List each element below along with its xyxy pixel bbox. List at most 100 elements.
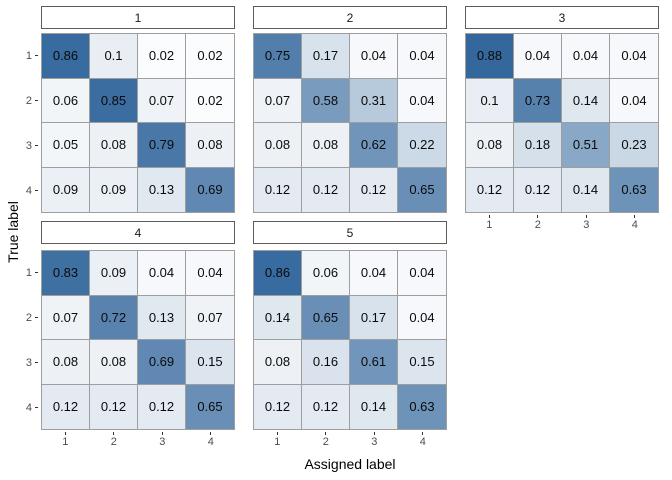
matrix-cell: 0.75 [254,34,302,79]
y-tick: 1 [17,33,38,78]
y-tick-mark [35,145,38,146]
x-tick: 3 [562,215,611,231]
x-tick-mark [585,215,587,218]
matrix-cell: 0.12 [302,384,350,429]
matrix-cell: 0.58 [302,78,350,123]
x-tick-label: 1 [62,436,69,448]
matrix-cell: 0.06 [302,251,350,296]
matrix-cell: 0.23 [610,123,658,168]
y-tick-mark [35,190,38,191]
x-tick: 4 [611,215,660,231]
matrix-cell: 0.04 [398,295,446,340]
matrix-cell: 0.17 [350,295,398,340]
matrix-cell: 0.63 [398,384,446,429]
x-tick-label: 2 [534,219,541,231]
matrix-cell: 0.12 [514,167,562,212]
facet-strip-label: 4 [41,221,235,244]
matrix-cell: 0.04 [398,78,446,123]
matrix-cell: 0.09 [90,167,138,212]
matrix-cell: 0.04 [138,251,186,296]
y-tick: 1 [17,250,38,295]
matrix-cell: 0.08 [302,123,350,168]
matrix-cell: 0.1 [466,78,514,123]
x-tick-label: 2 [322,436,329,448]
matrix-cell: 0.04 [350,251,398,296]
matrix-cell: 0.88 [466,34,514,79]
matrix-cell: 0.08 [90,123,138,168]
x-tick: 4 [399,432,448,448]
matrix-cell: 0.08 [42,340,90,385]
matrix-cell: 0.18 [514,123,562,168]
tile-grid: 0.75 0.17 0.04 0.04 0.07 0.58 0.31 0.04 0.08 0.08… [253,33,447,213]
x-tick-label: 3 [371,436,378,448]
y-axis-ticks: 1 2 3 4 [17,33,38,213]
matrix-cell: 0.63 [610,167,658,212]
x-tick: 1 [465,215,514,231]
matrix-cell: 0.83 [42,251,90,296]
x-tick-mark [373,432,375,435]
matrix-cell: 0.86 [254,251,302,296]
x-tick-mark [422,432,424,435]
x-tick-label: 3 [583,219,590,231]
tile-grid: 0.86 0.06 0.04 0.04 0.14 0.65 0.17 0.04 0.08 0.16… [253,250,447,430]
matrix-cell: 0.06 [42,78,90,123]
facet-strip-label: 3 [465,6,659,29]
x-tick: 2 [90,432,139,448]
matrix-cell: 0.79 [138,123,186,168]
x-tick-mark [113,432,115,435]
matrix-cell: 0.07 [254,78,302,123]
matrix-cell: 0.12 [302,167,350,212]
x-tick-mark [325,432,327,435]
matrix-cell: 0.16 [302,340,350,385]
x-tick-label: 3 [159,436,166,448]
y-tick: 4 [17,168,38,213]
matrix-cell: 0.31 [350,78,398,123]
matrix-cell: 0.07 [42,295,90,340]
matrix-cell: 0.12 [90,384,138,429]
x-tick: 1 [253,432,302,448]
matrix-cell: 0.13 [138,295,186,340]
matrix-cell: 0.04 [186,251,234,296]
matrix-cell: 0.07 [186,295,234,340]
matrix-cell: 0.17 [302,34,350,79]
tile-grid: 0.86 0.1 0.02 0.02 0.06 0.85 0.07 0.02 0.05 0.08 0… [41,33,235,213]
matrix-cell: 0.51 [562,123,610,168]
matrix-cell: 0.07 [138,78,186,123]
matrix-cell: 0.65 [398,167,446,212]
matrix-cell: 0.09 [42,167,90,212]
matrix-cell: 0.02 [186,34,234,79]
x-tick-label: 4 [419,436,426,448]
x-tick-mark [64,432,66,435]
x-tick: 2 [302,432,351,448]
x-tick: 3 [350,432,399,448]
y-tick: 2 [17,78,38,123]
x-tick-mark [488,215,490,218]
facet-panel: 4 0.83 0.09 0.04 0.04 0.07 0.72 0.13 0.07 0.08 0.… [41,221,235,448]
x-tick-row: 1 2 3 4 [465,215,659,231]
matrix-cell: 0.15 [186,340,234,385]
y-tick-mark [35,100,38,101]
y-tick: 3 [17,123,38,168]
matrix-cell: 0.65 [302,295,350,340]
matrix-cell: 0.08 [90,340,138,385]
matrix-cell: 0.14 [350,384,398,429]
x-tick-label: 2 [110,436,117,448]
matrix-cell: 0.04 [350,34,398,79]
facet-strip-label: 5 [253,221,447,244]
y-axis-ticks: 1 2 3 4 [17,250,38,430]
x-tick-label: 4 [631,219,638,231]
matrix-cell: 0.04 [514,34,562,79]
y-tick-label: 3 [25,139,32,152]
matrix-cell: 0.05 [42,123,90,168]
matrix-cell: 0.22 [398,123,446,168]
matrix-cell: 0.02 [138,34,186,79]
matrix-cell: 0.04 [398,251,446,296]
x-axis-title: Assigned label [304,456,396,472]
y-tick-label: 4 [25,184,32,197]
matrix-cell: 0.69 [138,340,186,385]
y-tick-mark [35,55,38,56]
y-tick-mark [35,407,38,408]
matrix-cell: 0.85 [90,78,138,123]
x-tick: 3 [138,432,187,448]
